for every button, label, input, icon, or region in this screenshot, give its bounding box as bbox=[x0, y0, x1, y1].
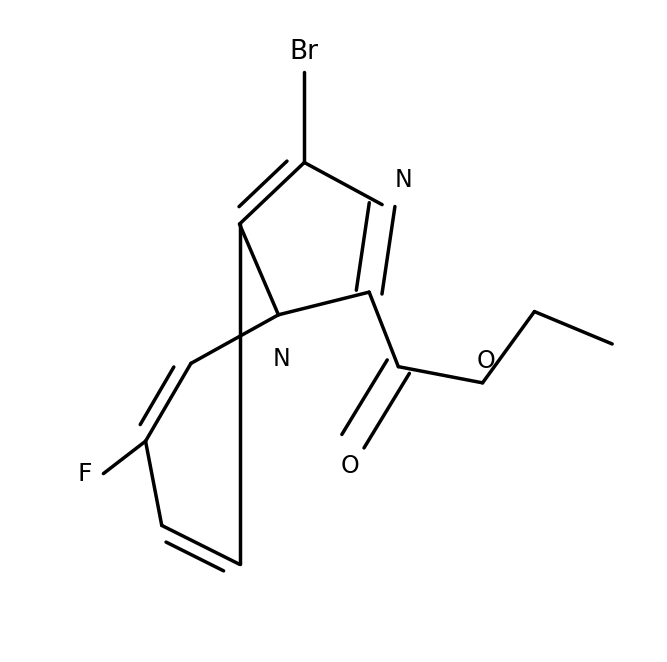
Text: N: N bbox=[273, 347, 291, 371]
Text: Br: Br bbox=[290, 39, 319, 66]
Text: O: O bbox=[340, 454, 359, 478]
Text: O: O bbox=[476, 349, 495, 373]
Text: N: N bbox=[395, 167, 413, 192]
Text: F: F bbox=[77, 461, 92, 486]
